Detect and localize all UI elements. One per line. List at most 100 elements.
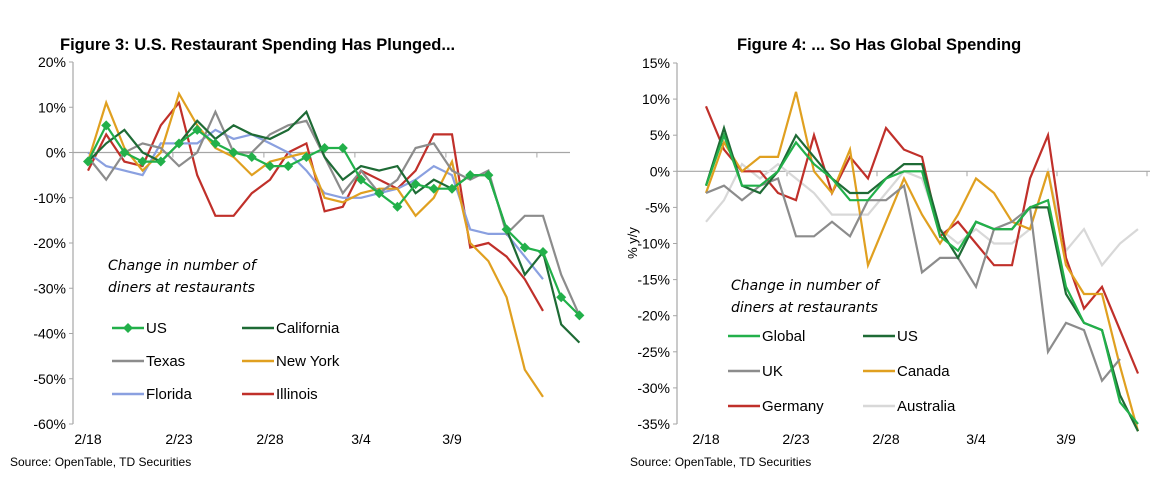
y-tick-label: 0%: [46, 145, 66, 161]
series-line: [704, 91, 1140, 432]
legend-item-florida: Florida: [112, 386, 193, 403]
y-tick-label: -50%: [33, 371, 66, 387]
data-point: [447, 183, 457, 194]
y-tick-label: 10%: [642, 91, 670, 107]
series-line: [704, 131, 1139, 425]
x-tick-label: 2/28: [256, 431, 283, 447]
plot-area: 20% 10% 0% -10% -20% -30% -40% -50% -60% 2/18 2/23…: [33, 54, 585, 447]
legend-item-canada: Canada: [863, 363, 950, 380]
x-tick-label: 3/4: [966, 431, 986, 447]
data-point: [155, 156, 166, 167]
x-tick-label: 3/4: [351, 431, 371, 447]
y-tick-label: -30%: [637, 380, 670, 396]
y-tick-label: -25%: [637, 344, 670, 360]
data-point: [137, 156, 148, 167]
x-tick-label: 3/9: [442, 431, 462, 447]
y-tick-label: 5%: [650, 127, 670, 143]
y-tick-label: -20%: [637, 308, 670, 324]
legend-label: Illinois: [276, 386, 318, 403]
legend-item-us: US: [863, 328, 918, 345]
data-point: [483, 170, 494, 181]
chart-annotation: Change in number of: [108, 258, 258, 274]
x-tick-label: 2/18: [74, 431, 101, 447]
series-new-york: [86, 90, 544, 398]
legend-label: Florida: [146, 386, 193, 403]
x-tick-label: 3/9: [1056, 431, 1076, 447]
y-tick-label: -10%: [33, 190, 66, 206]
legend-label: California: [276, 320, 340, 337]
series-canada: [704, 91, 1140, 432]
series-uk: [705, 177, 1121, 383]
chart-source: Source: OpenTable, TD Securities: [630, 455, 812, 469]
legend-label: New York: [276, 353, 340, 370]
data-point: [192, 124, 203, 135]
x-tick-label: 2/18: [692, 431, 719, 447]
legend-item-illinois: Illinois: [242, 386, 318, 403]
data-point: [519, 242, 530, 253]
data-point: [428, 183, 439, 194]
chart-title: Figure 3: U.S. Restaurant Spending Has P…: [60, 36, 456, 54]
chart-source: Source: OpenTable, TD Securities: [10, 455, 192, 469]
data-point: [174, 138, 184, 149]
data-point: [410, 179, 421, 190]
data-point: [337, 142, 348, 153]
y-tick-label: -60%: [33, 416, 66, 432]
x-tick-label: 2/23: [165, 431, 192, 447]
chart-title: Figure 4: ... So Has Global Spending: [737, 36, 1022, 54]
chart-annotation: Change in number of: [731, 278, 881, 294]
series-line: [86, 90, 544, 398]
legend-label: US: [146, 320, 167, 337]
data-point: [465, 170, 476, 181]
data-point: [265, 161, 275, 172]
y-tick-label: 15%: [642, 55, 670, 71]
legend-item-california: California: [242, 320, 340, 337]
y-tick-label: -40%: [33, 326, 66, 342]
y-tick-label: -10%: [637, 236, 670, 252]
legend-item-uk: UK: [728, 363, 783, 380]
data-point: [538, 247, 548, 258]
data-point: [356, 174, 366, 185]
legend-item-germany: Germany: [728, 398, 824, 415]
series-germany: [704, 105, 1140, 374]
chart-annotation: diners at restaurants: [108, 280, 255, 296]
legend-item-us: US: [112, 320, 167, 337]
y-axis-label: % y/y: [625, 227, 640, 259]
data-point: [119, 147, 130, 158]
figure-4-chart: 15% 10% 5% 0% -5% -10% -15% -20% -25% -30% -35% 2/1…: [625, 55, 1150, 447]
legend-item-global: Global: [728, 328, 805, 345]
series-global: [704, 131, 1139, 425]
data-point: [501, 224, 512, 235]
legend-marker: [123, 323, 133, 333]
legend-label: US: [897, 328, 918, 345]
y-tick-label: 20%: [38, 54, 66, 70]
legend-label: Germany: [762, 398, 824, 415]
x-tick-label: 2/28: [872, 431, 899, 447]
plot-area: 15% 10% 5% 0% -5% -10% -15% -20% -25% -30% -35% 2/1…: [625, 55, 1150, 447]
y-tick-label: -5%: [645, 199, 670, 215]
figure-3-panel: Figure 3: U.S. Restaurant Spending Has P…: [0, 0, 585, 484]
y-tick-label: -35%: [637, 416, 670, 432]
legend-item-new-york: New York: [242, 353, 340, 370]
figure-4-panel: Figure 4: ... So Has Global Spending 15%…: [600, 0, 1163, 484]
series-line: [704, 105, 1140, 374]
series-line: [87, 123, 581, 317]
legend-label: UK: [762, 363, 783, 380]
data-point: [101, 120, 112, 131]
legend-item-australia: Australia: [863, 398, 956, 415]
y-tick-label: 10%: [38, 99, 66, 115]
legend-label: Canada: [897, 363, 950, 380]
data-point: [210, 138, 221, 149]
legend-label: Texas: [146, 353, 185, 370]
data-point: [83, 156, 93, 167]
y-tick-label: 0%: [650, 163, 670, 179]
chart-annotation: diners at restaurants: [731, 300, 878, 316]
legend-item-texas: Texas: [112, 353, 185, 370]
data-point: [228, 147, 239, 158]
series-us: [83, 120, 585, 321]
legend-label: Australia: [897, 398, 956, 415]
data-point: [392, 201, 403, 212]
y-tick-label: -15%: [637, 272, 670, 288]
data-point: [319, 142, 330, 153]
data-point: [246, 152, 257, 163]
figure-3-chart: 20% 10% 0% -10% -20% -30% -40% -50% -60% 2/18 2/23…: [33, 54, 585, 447]
